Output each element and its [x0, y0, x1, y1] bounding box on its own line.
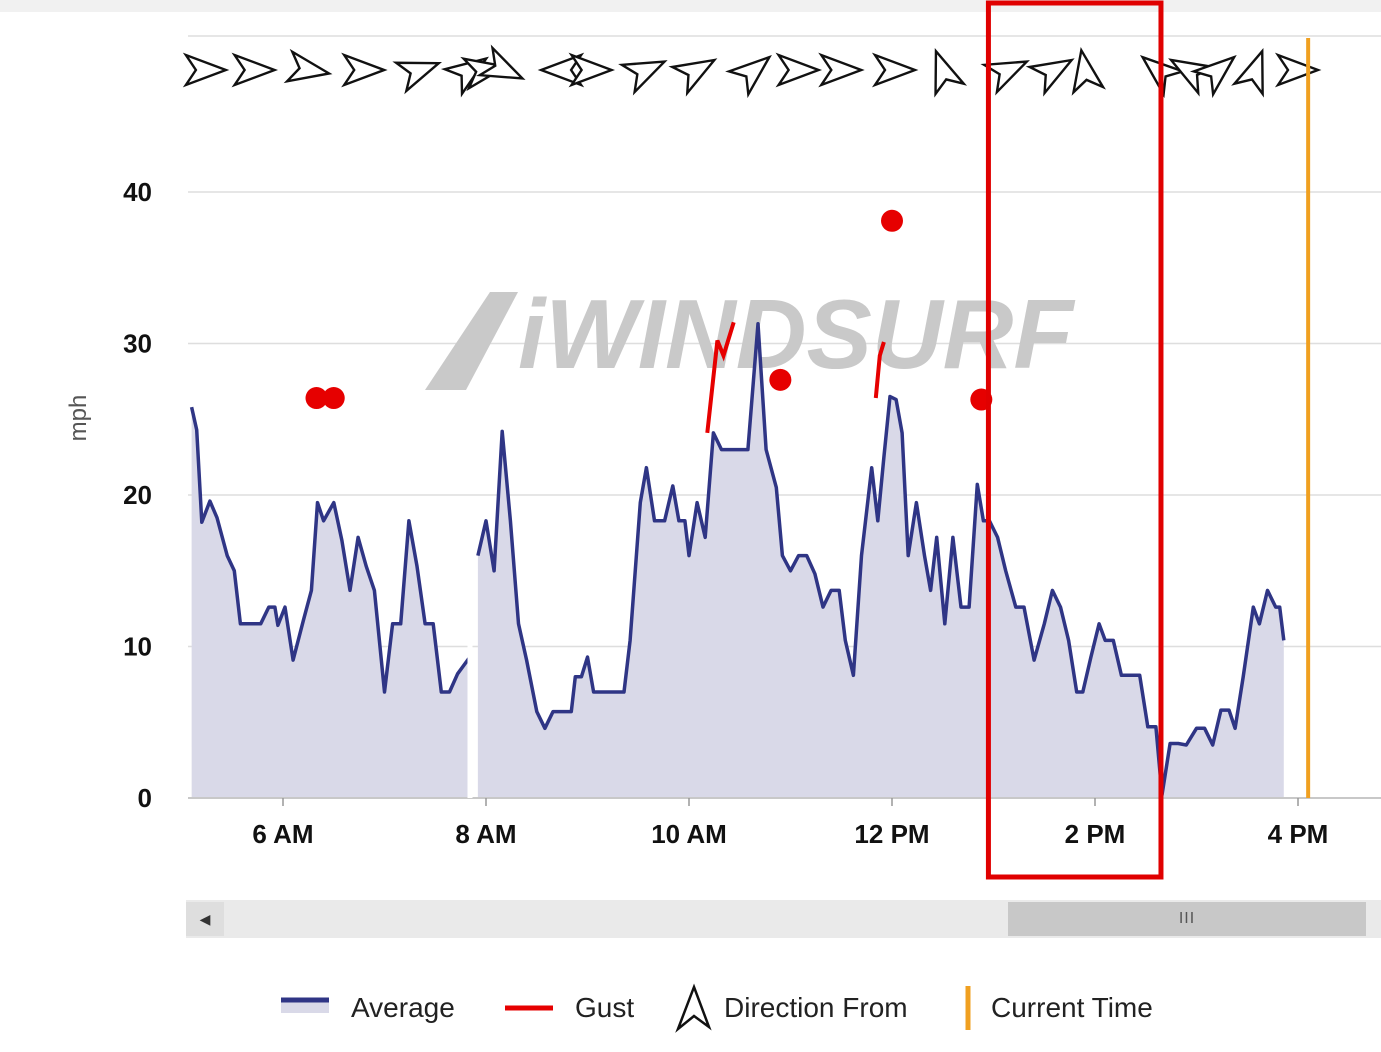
- average-area: [191, 323, 1284, 798]
- gust-line-0: [705, 321, 736, 434]
- direction-arrow-7: [476, 44, 526, 80]
- direction-arrow-23: [1231, 47, 1264, 98]
- direction-arrow-shape-4: [392, 61, 443, 95]
- legend-current-time-swatch: [965, 986, 971, 1030]
- gust-marks: [305, 209, 993, 434]
- direction-arrow-shape-22: [1189, 54, 1237, 99]
- x-tick-label-10: 10 AM: [651, 819, 727, 849]
- direction-arrow-shape-2: [283, 48, 333, 84]
- direction-arrow-icon: [675, 983, 712, 1033]
- iwindsurf-watermark: iWINDSURF: [425, 279, 1075, 390]
- legend-gust-label: Gust: [575, 992, 635, 1023]
- direction-arrow-22: [1189, 54, 1237, 99]
- scroll-left-button[interactable]: ◀: [186, 902, 224, 936]
- direction-arrow-15: [871, 52, 919, 88]
- direction-arrows: [182, 44, 1322, 99]
- average-line: [189, 322, 1286, 797]
- direction-arrow-shape-13: [775, 52, 823, 88]
- average-line-segment-0: [189, 406, 472, 694]
- watermark-text: iWINDSURF: [518, 279, 1075, 389]
- gust-point-2: [769, 368, 792, 391]
- direction-arrow-18: [1025, 58, 1075, 97]
- y-tick-label-30: 30: [123, 329, 152, 359]
- x-tick-label-12: 12 PM: [854, 819, 929, 849]
- legend-average-swatch: [281, 997, 329, 1013]
- y-tick-label-20: 20: [123, 480, 152, 510]
- average-area-segment-1: [477, 323, 1284, 798]
- direction-arrow-2: [283, 48, 333, 84]
- direction-arrow-shape-24: [1274, 52, 1322, 88]
- direction-arrow-17: [980, 60, 1030, 96]
- direction-arrow-shape-14: [818, 52, 865, 88]
- tick-labels: 0 10 20 30 40 6 AM 8 AM 10 AM 12 PM 2 PM 4 PM: [123, 177, 1328, 849]
- legend-item-direction[interactable]: Direction From: [674, 978, 908, 1038]
- axes: [188, 600, 1381, 799]
- direction-arrow-shape-15: [871, 52, 919, 88]
- direction-arrow-shape-18: [1025, 58, 1075, 97]
- direction-arrow-13: [775, 52, 823, 88]
- direction-arrow-shape-20: [1139, 54, 1187, 99]
- average-area-segment-0: [191, 407, 470, 798]
- direction-arrow-shape-7: [476, 44, 526, 80]
- direction-arrow-14: [818, 52, 865, 88]
- highlight-box: [985, 0, 1164, 880]
- x-tick-label-16: 4 PM: [1268, 819, 1329, 849]
- legend-current-time-label: Current Time: [991, 992, 1153, 1023]
- direction-arrow-3: [341, 52, 388, 88]
- legend-item-current-time[interactable]: Current Time: [963, 978, 1153, 1038]
- direction-arrow-shape-23: [1231, 47, 1264, 98]
- direction-arrow-9: [568, 52, 616, 88]
- x-tick-label-14: 2 PM: [1065, 819, 1126, 849]
- direction-arrow-shape-16: [934, 47, 968, 98]
- direction-arrow-shape-0: [182, 52, 230, 88]
- legend-gust-swatch: [505, 1005, 553, 1011]
- wind-chart: iWINDSURF 0 10 20 30 40 6 AM 8 AM 10 AM 12 PM 2 P…: [65, 0, 1381, 880]
- y-tick-label-10: 10: [123, 632, 152, 662]
- watermark-sail-icon: [425, 292, 518, 390]
- direction-arrow-20: [1139, 54, 1187, 99]
- direction-arrow-shape-9: [568, 52, 616, 88]
- direction-arrow-shape-1: [231, 52, 279, 88]
- direction-arrow-shape-8: [537, 52, 585, 88]
- y-axis-label: mph: [65, 395, 92, 442]
- y-tick-label-40: 40: [123, 177, 152, 207]
- gust-point-0: [305, 387, 328, 410]
- direction-arrow-19: [1071, 46, 1106, 96]
- direction-arrow-1: [231, 52, 279, 88]
- gust-line-1: [873, 341, 886, 399]
- direction-arrow-shape-12: [725, 54, 772, 99]
- legend-item-gust[interactable]: Gust: [505, 978, 634, 1038]
- direction-arrow-shape-11: [668, 58, 718, 97]
- direction-arrow-24: [1274, 52, 1322, 88]
- direction-arrow-10: [618, 60, 668, 96]
- legend-average-label: Average: [351, 992, 455, 1023]
- direction-arrow-shape-10: [618, 60, 668, 96]
- direction-arrow-shape-19: [1071, 46, 1106, 96]
- scroll-thumb[interactable]: III: [1008, 902, 1366, 936]
- legend-item-average[interactable]: Average: [281, 978, 455, 1038]
- direction-arrow-16: [934, 47, 968, 98]
- legend: Average Gust Direction From Current Time: [0, 978, 1381, 1038]
- chart-scrollbar[interactable]: ◀ III: [186, 900, 1381, 938]
- direction-arrow-8: [537, 52, 585, 88]
- average-line-segment-1: [476, 322, 1286, 797]
- direction-arrow-12: [725, 54, 772, 99]
- direction-arrow-4: [392, 61, 443, 95]
- gust-point-3: [881, 209, 903, 232]
- direction-arrow-shape-17: [980, 60, 1030, 96]
- gust-point-1: [322, 387, 345, 410]
- direction-arrow-0: [182, 52, 230, 88]
- direction-arrow-11: [668, 58, 718, 97]
- x-tick-label-6: 6 AM: [252, 819, 313, 849]
- direction-arrow-shape-3: [341, 52, 388, 88]
- x-tick-label-8: 8 AM: [455, 819, 516, 849]
- legend-direction-label: Direction From: [724, 992, 908, 1023]
- y-tick-label-0: 0: [138, 783, 152, 813]
